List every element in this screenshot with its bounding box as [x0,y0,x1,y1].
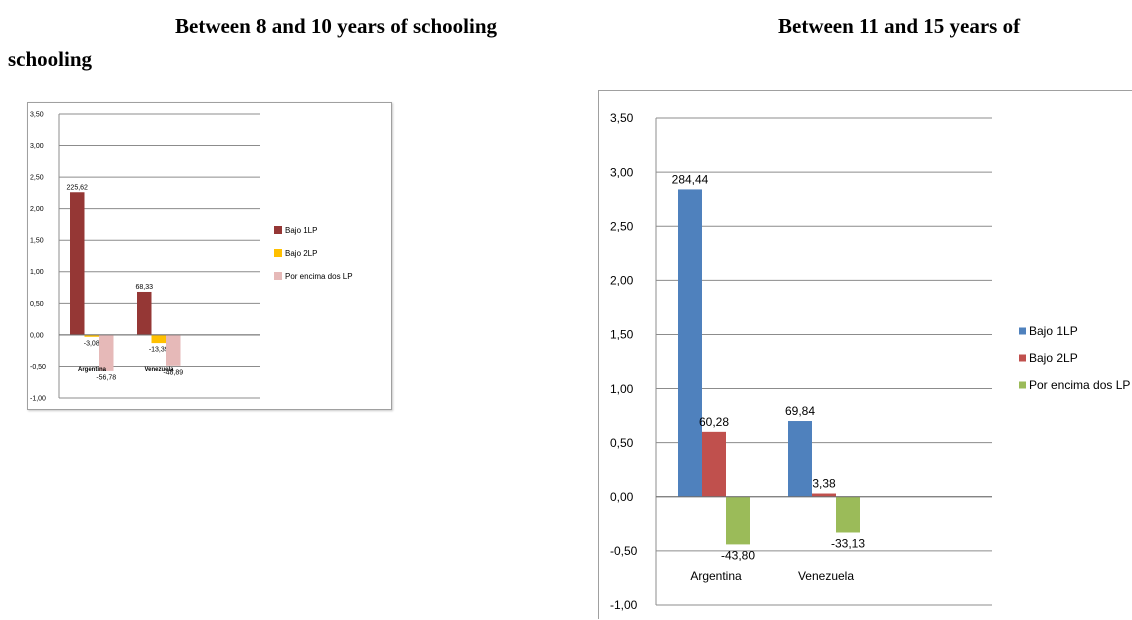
left-y-tick-label: 1,50 [30,238,44,245]
left-legend-label: Por encima dos LP [285,272,353,281]
right-legend-swatch [1019,354,1026,362]
right-legend-label: Bajo 2LP [1029,351,1078,365]
left-y-tick-label: 0,50 [30,301,44,308]
right-data-label: 3,38 [812,477,836,491]
right-chart-heading: Between 11 and 15 years of [778,14,1021,38]
left-bar-bajo-1lp-venezuela [137,291,152,335]
right-y-tick-label: 1,00 [610,382,634,396]
left-bar-bajo-1lp-argentina [70,192,85,335]
right-category-label: Venezuela [798,569,854,583]
left-chart-heading: Between 8 and 10 years of schooling [175,14,497,38]
right-bar-bajo-1lp-argentina [678,189,702,497]
left-legend-swatch [274,249,282,257]
right-legend-label: Por encima dos LP [1029,378,1130,392]
chart-right: 3,50 3,00 2,50 2,00 1,50 1,00 0,50 0,00 -0,50 -1,… [598,90,1132,619]
right-bar-por-encima-dos-lp-venezuela [836,496,860,533]
left-data-label: -56,78 [96,374,116,381]
left-bar-bajo-2lp-argentina [84,334,99,337]
left-legend-label: Bajo 1LP [285,226,317,235]
left-bar-por-encima-dos-lp-venezuela [166,334,181,366]
left-data-label: -48,89 [163,369,183,376]
right-y-tick-label: -0,50 [610,544,638,558]
right-data-label: 60,28 [699,415,729,429]
left-category-label: Argentina [78,367,107,373]
right-data-label: -33,13 [831,536,865,550]
right-bar-bajo-2lp-venezuela [812,493,836,497]
left-legend-label: Bajo 2LP [285,249,317,258]
right-category-label: Argentina [690,569,742,583]
left-y-tick-label: 3,00 [30,143,44,150]
left-data-label: -3,08 [84,340,100,347]
right-bar-bajo-1lp-venezuela [788,421,812,497]
left-y-tick-label: -1,00 [30,395,46,402]
right-y-tick-label: 3,50 [610,111,634,125]
left-bar-por-encima-dos-lp-argentina [99,334,114,371]
left-legend-swatch [274,272,282,280]
chart-right-svg: 3,50 3,00 2,50 2,00 1,50 1,00 0,50 0,00 -0,50 -1,… [610,111,1130,612]
right-chart-heading-wrap: schooling [8,47,93,71]
left-y-tick-label: 1,00 [30,269,44,276]
left-y-tick-label: 2,50 [30,175,44,182]
right-y-tick-label: 2,50 [610,219,634,233]
right-legend-swatch [1019,327,1026,335]
left-category-label: Venezuela [144,367,174,373]
right-y-tick-label: 0,50 [610,436,634,450]
left-data-label: 225,62 [67,184,89,191]
right-y-tick-label: 0,00 [610,490,634,504]
left-data-label: 68,33 [135,284,153,291]
left-y-tick-label: -0,50 [30,364,46,371]
left-y-tick-label: 3,50 [30,111,44,118]
right-y-tick-label: 2,00 [610,274,634,288]
left-y-tick-label: 0,00 [30,332,44,339]
right-y-tick-label: -1,00 [610,598,638,612]
right-data-label: 69,84 [785,404,815,418]
left-data-label: -13,39 [149,347,169,354]
right-bar-bajo-2lp-argentina [702,431,726,497]
right-bar-por-encima-dos-lp-argentina [726,496,750,545]
right-y-tick-label: 1,50 [610,328,634,342]
right-data-label: 284,44 [672,172,709,186]
chart-left: 3,50 3,00 2,50 2,00 1,50 1,00 0,50 0,00 -0,50 -1,… [27,102,392,410]
right-data-label: -43,80 [721,548,755,562]
left-bar-bajo-2lp-venezuela [151,334,166,344]
right-legend-swatch [1019,381,1026,389]
right-legend-label: Bajo 1LP [1029,324,1078,338]
left-y-tick-label: 2,00 [30,206,44,213]
chart-left-svg: 3,50 3,00 2,50 2,00 1,50 1,00 0,50 0,00 -0,50 -1,… [30,111,353,402]
left-legend-swatch [274,226,282,234]
right-y-tick-label: 3,00 [610,165,634,179]
